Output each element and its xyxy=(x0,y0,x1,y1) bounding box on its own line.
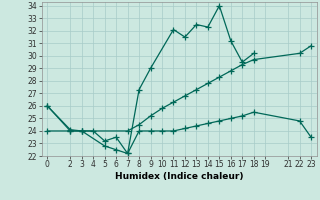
X-axis label: Humidex (Indice chaleur): Humidex (Indice chaleur) xyxy=(115,172,244,181)
